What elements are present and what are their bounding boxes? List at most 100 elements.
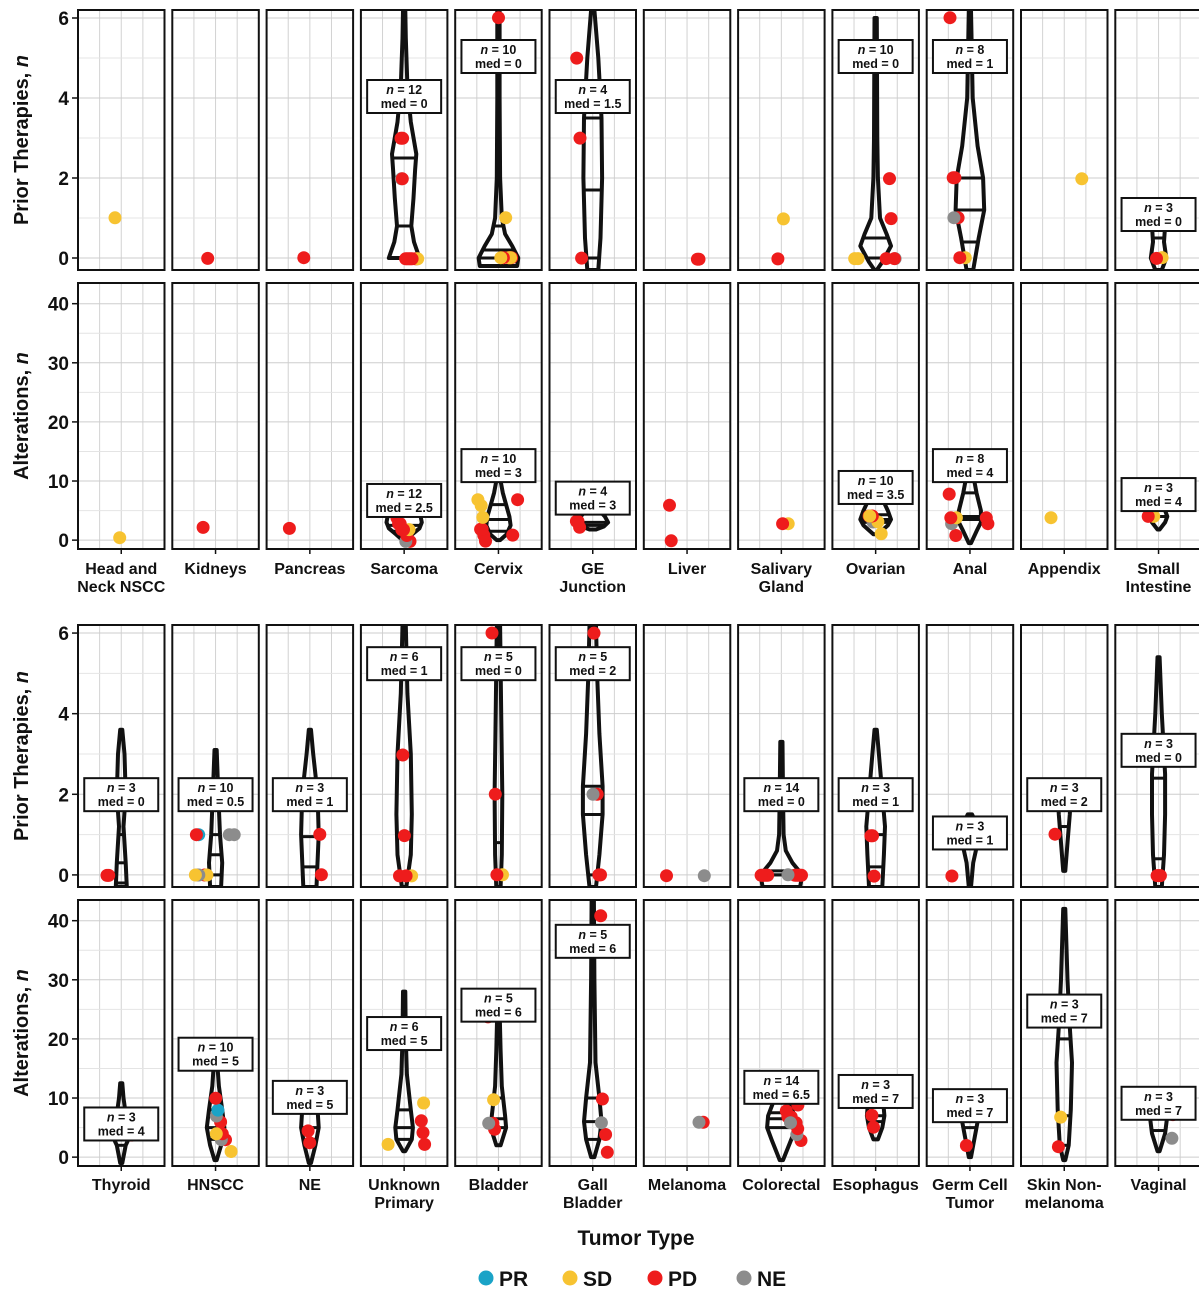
data-point xyxy=(301,1124,315,1138)
data-point xyxy=(393,869,406,883)
category-label: Head and Neck NSCC xyxy=(77,561,165,596)
y-tick-label: 40 xyxy=(48,912,69,933)
annotation-n: n = 3 xyxy=(295,1084,324,1098)
violin-outline xyxy=(492,625,505,887)
violin-outline xyxy=(864,727,887,887)
data-point xyxy=(1051,1140,1065,1154)
annotation-n: n = 3 xyxy=(1144,737,1173,751)
panel-border xyxy=(171,624,260,888)
panel xyxy=(1020,9,1109,271)
data-point xyxy=(942,487,956,501)
y-tick-label: 2 xyxy=(58,169,69,190)
violin-outline xyxy=(581,10,605,270)
data-point xyxy=(492,11,505,25)
category-label: Bladder xyxy=(469,1177,529,1194)
data-point xyxy=(314,868,328,882)
annotation-box xyxy=(931,1088,1008,1124)
panel xyxy=(265,282,355,550)
data-point xyxy=(594,1116,608,1130)
legend-swatch xyxy=(647,1270,663,1286)
legend-item: PD xyxy=(647,1268,697,1289)
data-point xyxy=(188,868,202,882)
data-point xyxy=(471,493,485,507)
annotation-box xyxy=(366,79,443,114)
legend-swatch xyxy=(736,1270,752,1286)
annotation-median: med = 4 xyxy=(98,1124,145,1138)
annotation-n: n = 10 xyxy=(198,781,234,795)
violin-outline xyxy=(1150,655,1168,887)
annotation-median: med = 5 xyxy=(381,1034,428,1048)
data-point xyxy=(222,828,236,842)
panel xyxy=(737,282,826,550)
panel-border xyxy=(925,9,1015,271)
y-tick-label: 20 xyxy=(48,1030,69,1051)
y-tick-label: 2 xyxy=(58,785,69,806)
violin-outline xyxy=(953,10,987,270)
data-point xyxy=(592,868,606,882)
annotation-median: med = 4 xyxy=(946,466,993,480)
category-label: Liver xyxy=(668,561,706,578)
panel-border xyxy=(265,9,355,271)
y-axis-title: Alterations, n xyxy=(11,969,33,1097)
panel-border xyxy=(359,624,449,888)
panel-content xyxy=(1044,511,1058,525)
data-point xyxy=(664,534,678,548)
data-point xyxy=(1075,172,1089,186)
data-point xyxy=(660,869,673,883)
panel xyxy=(265,9,355,271)
data-point xyxy=(417,1096,431,1110)
data-point xyxy=(399,252,413,266)
data-point xyxy=(959,1139,973,1152)
panel-border xyxy=(454,624,543,888)
data-point xyxy=(482,1116,496,1130)
panel xyxy=(642,899,732,1167)
data-point xyxy=(100,868,114,882)
category-label: Cervix xyxy=(474,561,523,578)
data-point xyxy=(1054,1110,1068,1124)
violin-outline xyxy=(393,989,415,1154)
annotation-box xyxy=(366,646,443,682)
legend-label: NE xyxy=(757,1268,786,1289)
data-point xyxy=(418,1137,432,1151)
annotation-median: med = 7 xyxy=(1135,1104,1182,1118)
category-label: Skin Non-melanoma xyxy=(1025,1177,1104,1212)
panel-border xyxy=(77,9,166,271)
violin-outline xyxy=(394,625,414,887)
annotation-median: med = 6 xyxy=(475,1006,522,1020)
panel xyxy=(77,9,166,271)
legend-label: SD xyxy=(583,1268,612,1289)
data-point xyxy=(945,869,959,883)
annotation-n: n = 3 xyxy=(107,781,136,795)
data-point xyxy=(224,1145,238,1158)
data-point xyxy=(573,131,587,145)
data-point xyxy=(946,171,960,185)
annotation-median: med = 6 xyxy=(569,942,616,956)
x-axis-title: Tumor Type xyxy=(577,1227,694,1250)
annotation-box xyxy=(554,79,631,114)
data-point xyxy=(690,252,704,266)
y-tick-label: 0 xyxy=(58,249,69,270)
panel-content xyxy=(692,1115,710,1129)
annotation-box xyxy=(83,1106,160,1142)
annotation-median: med = 3.5 xyxy=(847,488,904,502)
legend-item: PR xyxy=(478,1268,528,1289)
annotation-n: n = 4 xyxy=(578,83,607,97)
panel-border xyxy=(642,9,732,271)
panel-content xyxy=(297,251,311,265)
annotation-box xyxy=(83,777,160,813)
annotation-n: n = 6 xyxy=(390,650,419,664)
annotation-median: med = 1.5 xyxy=(564,97,621,111)
annotation-n: n = 3 xyxy=(1144,481,1173,495)
